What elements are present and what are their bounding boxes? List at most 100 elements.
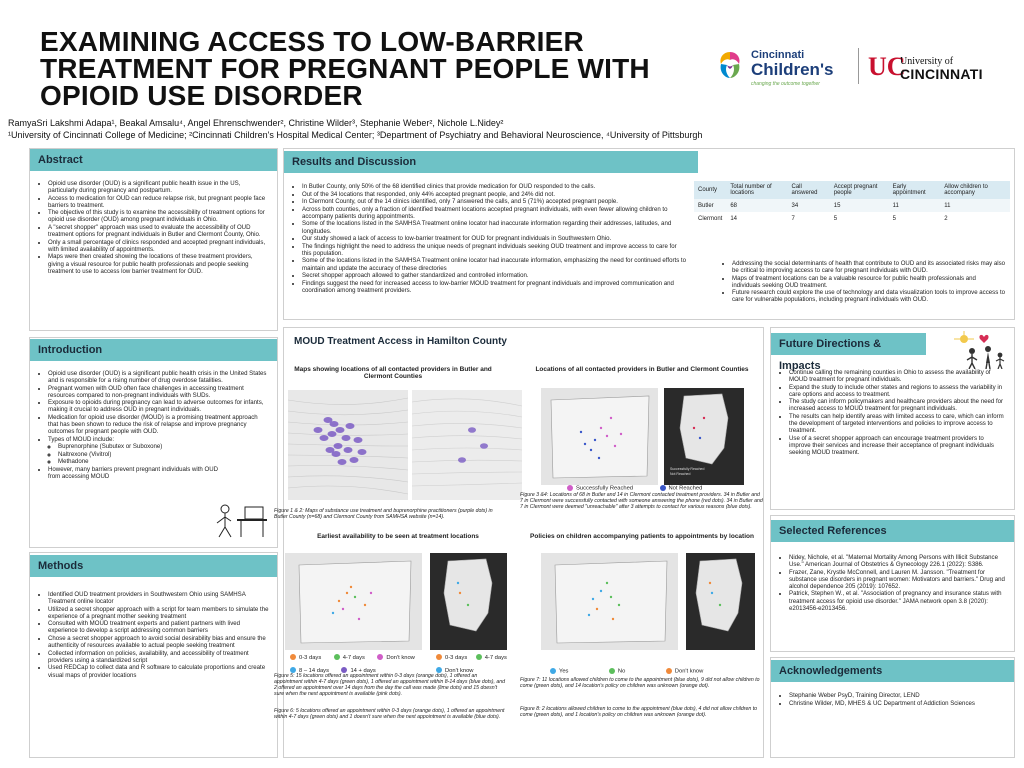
provider-location-dot (591, 597, 595, 601)
legend-item: 0-3 days (290, 654, 321, 663)
list-item: Christine Wilder, MD, MHES & UC Departme… (789, 700, 1006, 707)
logo-tagline: changing the outcome together (751, 81, 820, 87)
legend-label: 0-3 days (299, 655, 322, 661)
provider-location-dot (357, 617, 361, 621)
legend-item: 0-3 days (436, 654, 467, 663)
provider-location-dot (597, 456, 601, 460)
butler-map-svg (287, 397, 409, 495)
bullet-list: Opioid use disorder (OUD) is a significa… (38, 370, 269, 480)
list-item: The results can help identify areas with… (789, 413, 1006, 434)
road-line (287, 475, 409, 483)
map-title: Earliest availability to be seen at trea… (317, 533, 479, 540)
map-title: Locations of all contacted providers in … (535, 366, 749, 373)
availability-legend: 0-3 days 4-7 days Don't know 8 – 14 days… (290, 650, 430, 676)
table-cell: 11 (940, 199, 1010, 212)
legend-label: Don't know (445, 668, 474, 674)
legend-label: 4-7 days (484, 655, 507, 661)
table-header-cell: Early appointment (888, 181, 941, 199)
road-line (411, 459, 523, 463)
list-item: The objective of this study is to examin… (48, 209, 269, 223)
legend-swatch (659, 485, 666, 492)
list-item: Patrick, Stephen W., et al. "Association… (789, 590, 1006, 611)
provider-location-dot (599, 589, 603, 593)
road-line (411, 482, 523, 487)
provider-cluster-marker (349, 457, 359, 463)
road-line (287, 443, 409, 447)
road-line (411, 423, 523, 429)
provider-cluster-marker (337, 459, 347, 465)
affiliations: ¹University of Cincinnati College of Med… (8, 130, 703, 140)
policy-map-butler (541, 553, 678, 650)
legend-item: Successfully Reached (567, 485, 633, 492)
provider-location-dot (605, 581, 609, 585)
title-line: EXAMINING ACCESS TO LOW-BARRIER (40, 26, 584, 57)
section-heading: Methods (30, 555, 277, 577)
phone-call-illustration-icon (216, 504, 267, 538)
provider-location-dot (613, 444, 617, 448)
legend-swatch (436, 667, 442, 674)
list-item: Exposure to opioids during pregnancy can… (48, 399, 269, 413)
provider-location-dot (341, 607, 345, 611)
list-item: Future research could explore the use of… (732, 289, 1006, 303)
provider-location-dot (353, 595, 357, 599)
road-line (411, 435, 523, 440)
section-heading: MOUD Treatment Access in Hamilton County (294, 336, 507, 347)
figure-caption: Figure 8: 2 locations allowed children t… (520, 706, 758, 719)
table-header-row: County Total number of locations Call answ… (694, 181, 1010, 199)
legend-item: 4-7 days (475, 654, 507, 663)
legend-label: No (617, 669, 626, 675)
inset-legend-text: Successfully Reached (670, 467, 705, 471)
list-item: Use of a secret shopper approach can enc… (789, 435, 1006, 456)
table-cell: 5 (892, 215, 896, 222)
list-item: In Butler County, only 50% of the 68 ide… (302, 183, 686, 190)
logo-divider (858, 48, 859, 84)
list-item: Utilized a secret shopper approach with … (48, 606, 269, 620)
road-line (411, 447, 523, 451)
section-body: Continue calling the remaining counties … (771, 355, 1014, 463)
county-outline (550, 395, 650, 479)
section-body: In Butler County, only 50% of the 68 ide… (284, 177, 694, 300)
bullet-list: Stephanie Weber PsyD, Training Director,… (779, 692, 1006, 707)
list-item: Consulted with MOUD treatment experts an… (48, 620, 269, 634)
future-directions-panel: Future Directions & Impacts Continue cal… (770, 327, 1015, 510)
legend-item: Don't know (665, 668, 703, 675)
legend-swatch (377, 654, 384, 661)
legend-swatch (290, 654, 296, 661)
road-line (411, 398, 523, 407)
title-line: TREATMENT FOR PREGNANT PEOPLE WITH (40, 53, 650, 84)
table-cell: 34 (787, 199, 830, 212)
figure-caption: Figure 3 &4: Locations of 68 in Butler a… (520, 492, 763, 511)
table-header-cell: County (694, 181, 727, 199)
provider-location-dot (595, 607, 599, 611)
legend-swatch (333, 654, 340, 661)
logo-text: CINCINNATI (900, 66, 983, 82)
inset-legend-text: Not Reached (670, 471, 691, 476)
clermont-county-map (411, 390, 523, 500)
provider-cluster-marker (335, 427, 345, 433)
table-cell: 14 (730, 215, 738, 222)
provider-cluster-marker (345, 423, 355, 429)
list-item: Findings suggest the need for increased … (302, 280, 686, 294)
policy-map-svg (554, 560, 668, 644)
table-header-cell: Call answered (787, 181, 830, 199)
legend-item: No (608, 668, 626, 675)
provider-location-dot (579, 430, 583, 434)
availability-map-butler (285, 553, 422, 650)
bullet-list: Identified OUD treatment providers in So… (38, 591, 269, 679)
provider-cluster-marker (319, 435, 329, 441)
legend-swatch (475, 654, 482, 661)
list-item: Secret shopper approach allowed to gathe… (302, 272, 686, 279)
bullet-list: In Butler County, only 50% of the 68 ide… (292, 183, 686, 294)
list-item: Maps of treatment locations can be a val… (732, 275, 1006, 289)
list-item: Expand the study to include other states… (789, 384, 1006, 398)
provider-location-dot (710, 591, 714, 595)
road-line (411, 410, 523, 418)
list-item: In Clermont County, out of the 14 clinic… (302, 198, 686, 205)
cincinnati-childrens-logo: Cincinnati Children's changing the outco… (713, 44, 843, 94)
road-line (287, 432, 409, 436)
table-cell: Butler (694, 199, 727, 212)
legend-label: Don't know (386, 655, 415, 661)
provider-location-dot (369, 591, 373, 595)
logo-text: Children's (751, 60, 834, 79)
table-cell: 68 (726, 199, 788, 212)
